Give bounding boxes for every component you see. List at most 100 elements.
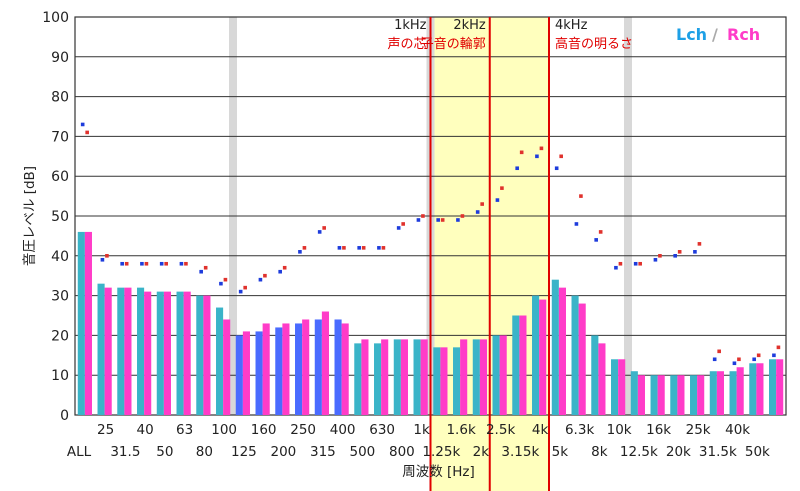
bar-rch (262, 323, 270, 415)
dot-lch (436, 218, 440, 222)
x-tick-label: 12.5k (620, 444, 658, 460)
bar-lch (176, 291, 184, 415)
dot-lch (772, 353, 776, 358)
bar-rch (242, 331, 250, 415)
bar-rch (618, 359, 626, 415)
dot-lch (712, 357, 717, 362)
dot-lch (475, 210, 480, 214)
dot-rch (342, 246, 346, 250)
bar-lch (413, 339, 421, 415)
x-tick-label: 16k (646, 422, 671, 438)
x-tick-label: 800 (389, 444, 415, 460)
bar-rch (756, 363, 764, 415)
dot-lch (515, 166, 519, 171)
dot-rch (381, 246, 386, 250)
marker-label-bottom: 高音の明るさ (555, 36, 633, 52)
bar-rch (420, 339, 428, 415)
bar-rch (302, 319, 310, 415)
dot-rch (717, 349, 721, 354)
x-tick-label: ALL (67, 444, 92, 460)
bar-rch (321, 311, 329, 415)
dot-rch (440, 218, 445, 222)
x-tick-label: 1.25k (422, 444, 460, 460)
dot-rch (677, 250, 682, 254)
bar-rch (460, 339, 468, 415)
x-tick-label: 50 (156, 444, 173, 460)
bar-lch (275, 327, 283, 415)
marker-label-bottom: 声の芯 (387, 37, 426, 52)
bar-lch (216, 307, 224, 415)
bar-lch (196, 295, 204, 415)
dot-rch (105, 254, 109, 258)
dot-rch (638, 261, 642, 266)
dot-rch (658, 254, 662, 258)
marker-label-top: 4kHz (555, 18, 588, 33)
bar-rch (776, 359, 784, 415)
dot-lch (258, 277, 263, 282)
bar-rch (519, 315, 527, 415)
bar-lch (235, 335, 243, 415)
dot-lch (673, 254, 677, 258)
bar-rch (282, 323, 290, 415)
x-tick-label: 20k (666, 444, 691, 460)
dot-lch (377, 246, 381, 250)
x-tick-label: 2.5k (486, 422, 515, 438)
x-tick-label: 160 (251, 422, 277, 438)
x-tick-label: 630 (369, 422, 395, 438)
bar-rch (558, 287, 566, 415)
dot-rch (361, 246, 366, 250)
dot-rch (184, 261, 188, 266)
dot-lch (159, 261, 164, 266)
dot-rch (421, 214, 425, 218)
dot-rch (579, 194, 583, 198)
y-tick-label: 20 (51, 328, 69, 344)
x-tick-label: 100 (211, 422, 237, 438)
bar-lch (591, 335, 599, 415)
bar-lch (551, 279, 559, 415)
bar-rch (657, 375, 665, 415)
dot-rch (480, 202, 484, 206)
x-tick-label: 1k (413, 422, 430, 438)
y-tick-label: 60 (51, 169, 69, 185)
x-tick-label: 2k (473, 444, 490, 460)
bar-lch (354, 343, 362, 415)
dot-lch (199, 269, 203, 274)
bar-lch (650, 375, 658, 415)
x-tick-label: 25k (686, 422, 711, 438)
bar-rch (124, 287, 132, 415)
dot-lch (653, 257, 658, 262)
bar-lch (77, 231, 85, 415)
dot-rch (322, 226, 326, 230)
x-tick-label: 40k (725, 422, 750, 438)
x-tick-label: 4k (532, 422, 549, 438)
bar-lch (769, 359, 777, 415)
bar-rch (104, 287, 112, 415)
x-tick-label: 3.15k (501, 444, 539, 460)
bar-rch (697, 375, 705, 415)
bar-lch (97, 283, 105, 415)
bar-rch (203, 295, 211, 415)
bar-lch (334, 319, 342, 415)
bar-rch (578, 303, 586, 415)
bar-lch (117, 287, 125, 415)
bar-lch (492, 335, 500, 415)
dot-rch (144, 261, 149, 266)
bar-rch (361, 339, 369, 415)
dot-rch (203, 265, 208, 270)
marker-label-bottom: 子音の輪郭 (421, 36, 486, 52)
x-tick-label: 5k (552, 444, 569, 460)
x-tick-label: 125 (231, 444, 257, 460)
x-tick-label: 6.3k (565, 422, 594, 438)
dot-rch (124, 261, 129, 266)
dot-lch (140, 261, 144, 266)
dot-rch (598, 230, 603, 234)
bar-rch (84, 231, 92, 415)
dot-rch (263, 273, 267, 278)
dot-rch (500, 186, 504, 190)
x-tick-label: 400 (330, 422, 356, 438)
x-tick-label: 315 (310, 444, 336, 460)
marker-label-top: 1kHz (394, 18, 427, 33)
x-tick-label: 80 (196, 444, 213, 460)
legend-lch: Lch (676, 25, 707, 44)
